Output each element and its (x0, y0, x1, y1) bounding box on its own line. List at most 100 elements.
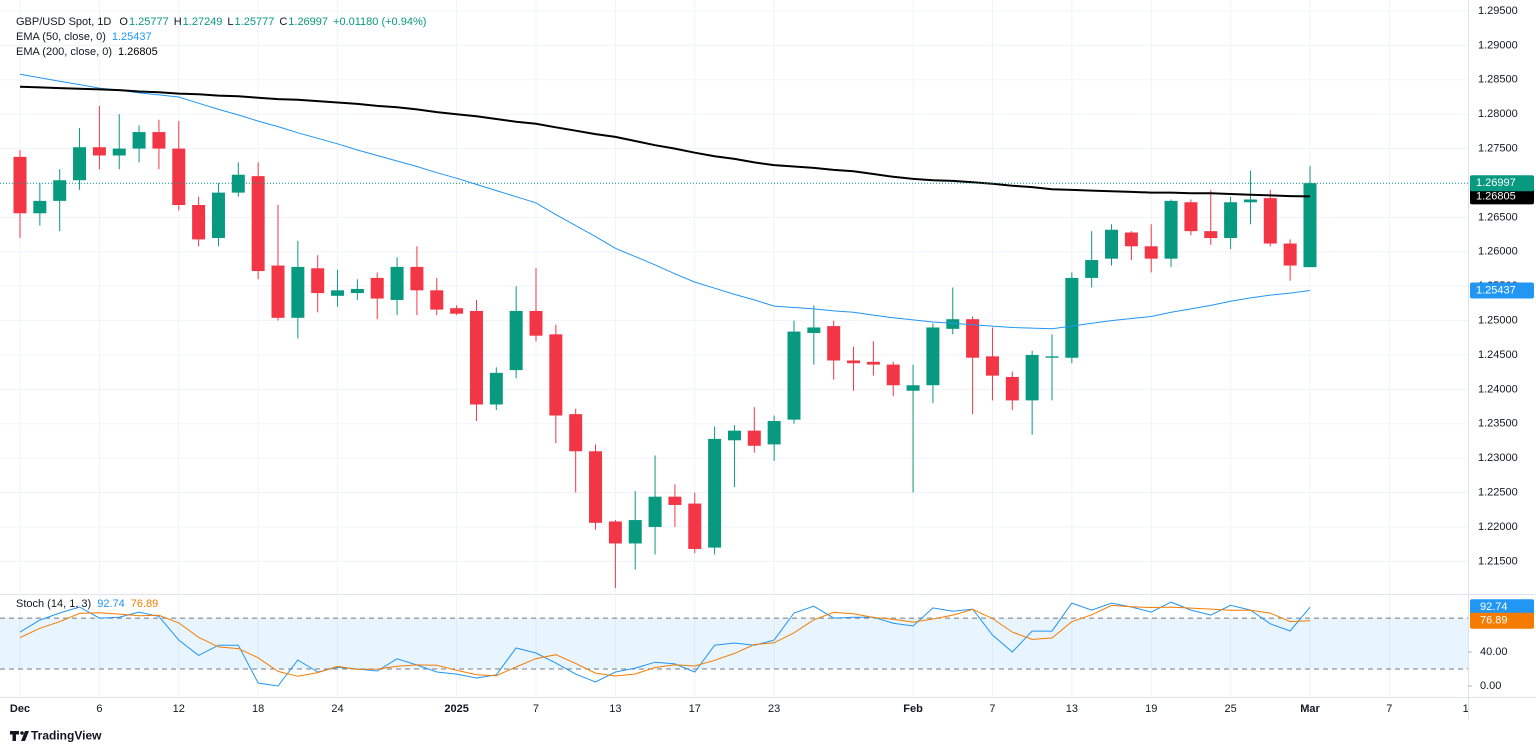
last-price-tag: 1.26997 (1476, 177, 1516, 189)
candle-body (331, 290, 345, 296)
candle-body (410, 266, 424, 291)
x-tick-label: 24 (331, 703, 343, 715)
x-tick-label: 7 (989, 703, 995, 715)
candle-body (192, 205, 206, 240)
candle-body (1164, 200, 1178, 259)
x-tick-label: 6 (96, 703, 102, 715)
ohlc-key: H (174, 16, 182, 28)
candle-body (985, 356, 999, 376)
stoch-tick-label: 0.00 (1480, 680, 1501, 692)
candle-body (1085, 260, 1099, 278)
candle-body (1144, 246, 1158, 259)
x-tick-label: 7 (533, 703, 539, 715)
y-tick-label: 1.23000 (1478, 452, 1518, 464)
candle-body (767, 421, 781, 445)
x-tick-label: 12 (173, 703, 185, 715)
y-tick-label: 1.23500 (1478, 418, 1518, 430)
candle-body (727, 430, 741, 441)
candle-body (291, 266, 305, 318)
y-tick-label: 1.25000 (1478, 314, 1518, 326)
line (19, 85, 1311, 198)
stoch-legend-value: 76.89 (131, 598, 159, 610)
x-tick-label: 13 (1066, 703, 1078, 715)
y-tick-label: 1.27500 (1478, 143, 1518, 155)
candle-body (172, 148, 186, 206)
candle-body (509, 310, 523, 371)
y-tick-label: 1.26500 (1478, 211, 1518, 223)
candle-body (529, 310, 543, 336)
candle-body (807, 327, 821, 333)
x-tick-label: 23 (768, 703, 780, 715)
x-tick-label: Mar (1300, 703, 1320, 715)
ohlc-value: 1.27249 (183, 16, 223, 28)
legend-name: EMA (200, close, 0) (16, 46, 112, 58)
candle-body (1065, 277, 1079, 358)
x-tick-label: 13 (1463, 703, 1475, 715)
candle-body (668, 496, 682, 505)
candle-body (906, 385, 920, 391)
x-tick-label: 25 (1224, 703, 1236, 715)
candle-body (1105, 229, 1119, 259)
candle-body (92, 147, 106, 156)
stoch-tag-bg (1470, 599, 1534, 616)
y-tick-label: 1.29000 (1478, 39, 1518, 51)
candle-body (1204, 231, 1218, 239)
ohlc-value: 1.26997 (288, 16, 328, 28)
y-tick-label: 1.22000 (1478, 521, 1518, 533)
candle-body (211, 192, 225, 239)
candle-body (450, 308, 464, 314)
candle-body (1263, 198, 1277, 244)
candle-body (1025, 354, 1039, 401)
candle-body (13, 156, 27, 214)
candle-body (926, 327, 940, 386)
legend-name: EMA (50, close, 0) (16, 31, 106, 43)
candle-body (628, 520, 642, 544)
candle-body (53, 180, 67, 201)
candle-body (231, 174, 245, 193)
candle-body (787, 331, 801, 420)
logo (10, 731, 29, 741)
ohlc-key: C (279, 16, 287, 28)
candle-body (827, 326, 841, 361)
x-tick-label: 7 (1386, 703, 1392, 715)
y-tick-label: 1.28500 (1478, 74, 1518, 86)
candle-body (688, 503, 702, 549)
footer-brand: TradingView (31, 729, 102, 743)
price-tag: 1.25437 (1476, 284, 1516, 296)
stoch-tag-bg (1470, 612, 1534, 629)
line (19, 73, 1311, 330)
candle-body (1283, 243, 1297, 266)
stoch-legend-value: 92.74 (97, 598, 125, 610)
x-tick-label: 18 (252, 703, 264, 715)
candle-body (350, 288, 364, 294)
ohlc-key: O (119, 16, 128, 28)
candle-body (73, 147, 87, 181)
legend-value: 1.25437 (112, 31, 152, 43)
candle-body (469, 310, 483, 405)
ohlc-value: 1.25777 (129, 16, 169, 28)
candle-body (112, 148, 126, 156)
y-tick-label: 1.24500 (1478, 349, 1518, 361)
candle-body (33, 200, 47, 214)
candle-body (251, 176, 265, 272)
candle-body (708, 438, 722, 548)
candle-body (946, 319, 960, 329)
price-tag-bg (1470, 188, 1534, 205)
candle-body (271, 265, 285, 318)
candle-body (1045, 356, 1059, 358)
candle-body (589, 451, 603, 523)
line (19, 604, 1311, 677)
candle-body (1005, 376, 1019, 401)
candle-body (608, 521, 622, 544)
legend-value: 1.26805 (118, 46, 158, 58)
x-tick-label: Feb (903, 703, 923, 715)
y-tick-label: 1.22500 (1478, 486, 1518, 498)
candle-body (390, 266, 404, 300)
candle-body (1303, 183, 1317, 268)
symbol: GBP/USD Spot, 1D (16, 16, 111, 28)
stoch-tag: 92.74 (1480, 601, 1508, 613)
candle-body (1124, 232, 1138, 247)
y-tick-label: 1.29500 (1478, 5, 1518, 17)
plot-area: Dec 6 12 18 24 2025 7 13 17 23 Feb 7 13 19 25 Mar 7 13 (0, 0, 1475, 715)
